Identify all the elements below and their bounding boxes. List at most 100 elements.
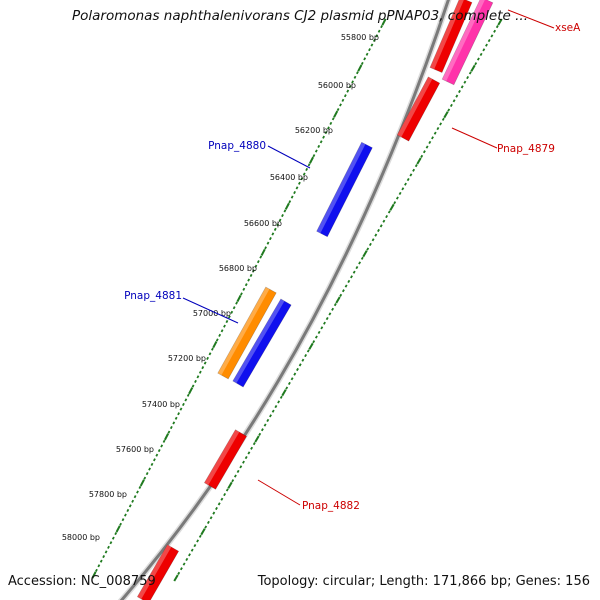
major-tick <box>91 571 97 579</box>
minor-tick <box>356 71 359 75</box>
minor-tick <box>225 488 229 492</box>
gene-xsea-pink[interactable] <box>441 0 494 86</box>
ruler-label: 57200 bp <box>168 354 206 363</box>
minor-tick <box>322 135 325 139</box>
minor-tick <box>269 414 272 418</box>
minor-tick <box>312 340 316 344</box>
minor-tick <box>218 333 222 337</box>
minor-tick <box>306 349 310 353</box>
minor-tick <box>97 564 101 568</box>
ruler-label: 57800 bp <box>89 490 127 499</box>
minor-tick <box>404 182 407 186</box>
minor-tick <box>414 164 418 168</box>
minor-tick <box>360 256 364 260</box>
minor-tick <box>328 312 332 316</box>
minor-tick <box>452 99 456 103</box>
minor-tick <box>352 270 356 274</box>
minor-tick <box>174 416 178 420</box>
minor-tick <box>95 568 98 572</box>
minor-tick <box>353 75 357 79</box>
minor-tick <box>256 260 260 264</box>
minor-tick <box>493 29 497 33</box>
minor-tick <box>490 34 494 38</box>
minor-tick <box>184 398 188 402</box>
minor-tick <box>220 329 224 333</box>
gene-xsea-red-bevel <box>430 0 464 70</box>
minor-tick <box>360 61 364 66</box>
gene-label-pnap4880[interactable]: Pnap_4880 <box>208 140 266 152</box>
gene-label-pnap4881[interactable]: Pnap_4881 <box>124 290 182 302</box>
minor-tick <box>395 196 399 200</box>
minor-tick <box>409 173 413 177</box>
gene-pnap4880[interactable] <box>316 141 373 238</box>
minor-tick <box>111 536 115 540</box>
minor-tick <box>136 490 139 494</box>
minor-tick <box>217 502 221 506</box>
major-tick <box>212 341 218 349</box>
minor-tick <box>196 375 200 379</box>
minor-tick <box>235 301 238 305</box>
gene-label-xsea[interactable]: xseA <box>555 22 581 34</box>
gene-pnap4882[interactable] <box>203 429 248 490</box>
minor-tick <box>479 52 483 57</box>
minor-tick <box>236 469 240 474</box>
minor-tick <box>285 386 289 390</box>
minor-tick <box>324 131 328 135</box>
minor-tick <box>447 108 451 112</box>
minor-tick <box>259 255 263 259</box>
gene-pnap4880-bevel <box>316 142 366 234</box>
minor-tick <box>382 219 386 223</box>
minor-tick <box>366 247 370 251</box>
minor-tick <box>177 412 180 416</box>
gene-pnap4880-b[interactable] <box>232 298 292 388</box>
minor-tick <box>239 465 243 469</box>
gene-pnap4881[interactable] <box>217 286 277 380</box>
major-tick <box>115 525 121 533</box>
minor-tick <box>482 48 486 52</box>
minor-tick <box>264 246 267 250</box>
minor-tick <box>227 315 231 319</box>
minor-tick <box>339 103 342 107</box>
minor-tick <box>287 381 291 385</box>
major-tick <box>497 18 503 26</box>
gene-bottom-red[interactable] <box>136 544 180 600</box>
minor-tick <box>319 140 323 144</box>
minor-tick <box>412 168 416 172</box>
minor-tick <box>344 284 348 288</box>
minor-tick <box>398 191 402 196</box>
minor-tick <box>375 34 379 38</box>
minor-tick <box>266 418 270 423</box>
minor-tick <box>370 43 374 47</box>
minor-tick <box>333 303 337 307</box>
minor-tick <box>341 289 345 293</box>
gene-label-pnap4882[interactable]: Pnap_4882 <box>302 500 360 512</box>
minor-tick <box>290 195 294 199</box>
minor-tick <box>172 421 176 425</box>
gene-pnap4879-bevel <box>397 76 433 138</box>
minor-tick <box>320 326 324 330</box>
minor-tick <box>182 402 185 407</box>
minor-tick <box>258 432 262 436</box>
major-tick <box>335 296 341 304</box>
minor-tick <box>185 557 189 562</box>
ruler-label: 56000 bp <box>318 81 356 90</box>
minor-tick <box>300 177 304 181</box>
minor-tick <box>201 366 205 370</box>
minor-tick <box>263 423 267 427</box>
minor-tick <box>277 400 281 404</box>
gene-label-pnap4879[interactable]: Pnap_4879 <box>497 143 555 155</box>
minor-tick <box>177 571 181 575</box>
minor-tick <box>193 543 197 548</box>
major-tick <box>188 387 194 395</box>
minor-tick <box>468 71 472 75</box>
minor-tick <box>179 567 183 571</box>
minor-tick <box>182 562 186 566</box>
minor-tick <box>271 232 275 236</box>
minor-tick <box>119 522 122 526</box>
minor-tick <box>198 534 202 538</box>
gene-xsea-red[interactable] <box>429 0 473 73</box>
major-tick <box>284 202 290 210</box>
minor-tick <box>124 513 127 517</box>
gene-pnap4879[interactable] <box>396 76 441 142</box>
minor-tick <box>474 62 478 66</box>
